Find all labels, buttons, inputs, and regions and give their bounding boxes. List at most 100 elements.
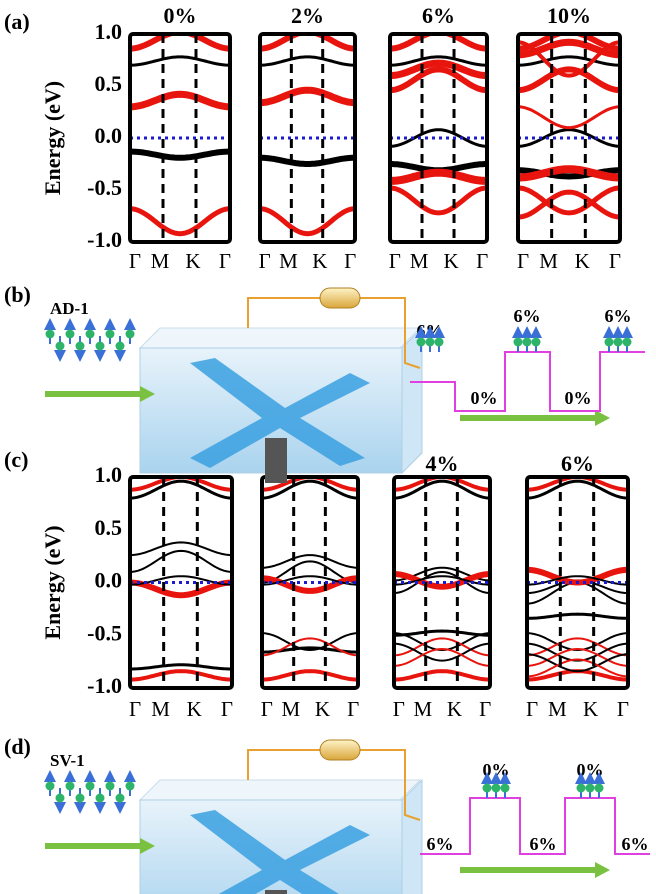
- subplot-title: 6%: [561, 451, 594, 476]
- k-point-label: M: [151, 249, 170, 273]
- band: [260, 90, 355, 102]
- band: [390, 188, 487, 213]
- band: [260, 209, 355, 234]
- strain-label: 6%: [427, 834, 454, 854]
- k-point-label: Γ: [617, 697, 629, 721]
- spin: [116, 336, 125, 356]
- k-point-label: M: [413, 697, 432, 721]
- band: [260, 158, 355, 164]
- k-point-label: Γ: [219, 249, 231, 273]
- subplot-title: 6%: [422, 3, 455, 28]
- band: [518, 57, 620, 65]
- band: [527, 614, 628, 618]
- band: [518, 69, 620, 90]
- strain-profile: [410, 352, 645, 411]
- bands: [518, 32, 620, 217]
- y-tick-label: -1.0: [87, 673, 122, 698]
- bands: [260, 32, 355, 234]
- spin: [586, 778, 595, 798]
- k-point-label: Γ: [609, 249, 621, 273]
- spin: [106, 776, 115, 796]
- spin: [66, 776, 75, 796]
- k-point-label: K: [315, 697, 330, 721]
- k-point-label: K: [583, 697, 598, 721]
- device: [140, 740, 422, 894]
- spin: [126, 776, 135, 796]
- k-point-label: Γ: [221, 697, 233, 721]
- device-name: AD-1: [50, 299, 89, 318]
- k-point-label: K: [312, 249, 327, 273]
- band: [262, 671, 358, 680]
- subplot-title: 2%: [291, 3, 324, 28]
- band: [262, 578, 358, 591]
- k-point-label: K: [575, 249, 590, 273]
- current-arrowhead: [595, 410, 610, 426]
- spin: [116, 788, 125, 808]
- k-point-label: Γ: [259, 249, 271, 273]
- band: [130, 209, 230, 234]
- spin: [483, 778, 492, 798]
- panel-label: (b): [4, 282, 31, 307]
- spin: [96, 336, 105, 356]
- figure: (a)Energy (eV)1.00.50.0-0.5-1.00%ΓMKΓ2%Γ…: [0, 0, 656, 894]
- strain-label: 0%: [471, 388, 498, 408]
- y-axis-label: Energy (eV): [40, 81, 65, 195]
- spin: [605, 332, 614, 352]
- strain-label: 0%: [565, 388, 592, 408]
- spin: [96, 788, 105, 808]
- spin: [623, 332, 632, 352]
- k-point-label: Γ: [517, 249, 529, 273]
- bands: [390, 32, 487, 213]
- k-point-label: Γ: [261, 697, 273, 721]
- k-point-label: Γ: [479, 697, 491, 721]
- k-point-label: Γ: [526, 697, 538, 721]
- spin: [66, 324, 75, 344]
- band-plot: [394, 477, 490, 688]
- current-arrowhead: [595, 862, 610, 878]
- band: [260, 57, 355, 65]
- device: [140, 288, 422, 483]
- band: [130, 481, 232, 498]
- bands: [130, 477, 232, 680]
- y-tick-label: 1.0: [95, 19, 123, 44]
- band: [130, 57, 230, 65]
- spin: [46, 776, 55, 796]
- y-tick-label: -0.5: [87, 175, 122, 200]
- strain-label: 6%: [622, 834, 649, 854]
- spin: [86, 324, 95, 344]
- band: [527, 481, 628, 498]
- k-point-label: M: [281, 697, 300, 721]
- device-name: SV-1: [50, 751, 85, 770]
- subplot-title: 4%: [426, 451, 459, 476]
- band: [130, 665, 232, 669]
- k-point-label: Γ: [393, 697, 405, 721]
- spin: [56, 788, 65, 808]
- spin: [56, 336, 65, 356]
- y-tick-label: -0.5: [87, 620, 122, 645]
- k-point-label: Γ: [129, 249, 141, 273]
- band: [394, 631, 490, 635]
- subplot-title: 10%: [547, 3, 591, 28]
- band-plot: [390, 32, 487, 242]
- spin: [86, 776, 95, 796]
- band: [390, 173, 487, 181]
- k-point-label: M: [151, 697, 170, 721]
- subplot-title: 0%: [164, 3, 197, 28]
- band: [130, 551, 232, 572]
- spin: [46, 324, 55, 344]
- k-point-label: M: [539, 249, 558, 273]
- band: [262, 481, 358, 498]
- band: [394, 671, 490, 680]
- k-point-label: K: [185, 249, 200, 273]
- k-point-label: K: [447, 697, 462, 721]
- band: [130, 671, 232, 680]
- spin: [523, 332, 532, 352]
- band: [130, 94, 230, 107]
- band-plot: [527, 477, 628, 688]
- device-schematic: SV-10%0%6%6%6%: [45, 740, 650, 894]
- strain-label: 0%: [577, 760, 604, 780]
- k-point-label: Γ: [347, 697, 359, 721]
- band-plot: [518, 32, 620, 242]
- y-tick-label: 0.5: [95, 515, 123, 540]
- k-point-label: M: [548, 697, 567, 721]
